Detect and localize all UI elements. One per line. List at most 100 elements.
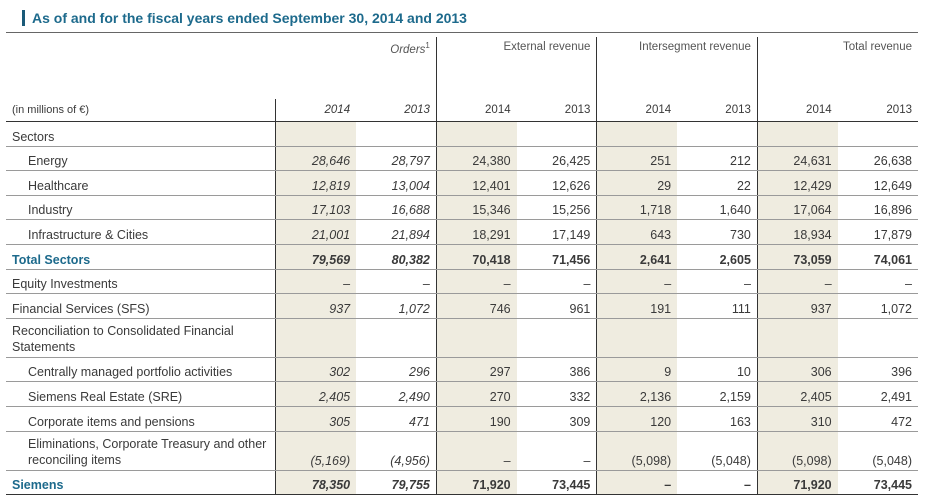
cell-value: 2,136 bbox=[596, 381, 678, 407]
cell-value: 80,382 bbox=[356, 244, 437, 270]
cell-value: 74,061 bbox=[837, 244, 918, 270]
cell-value: 17,879 bbox=[837, 219, 918, 245]
cell-value: 2,490 bbox=[356, 381, 437, 407]
cell-value: 730 bbox=[677, 219, 758, 245]
cell-value: 310 bbox=[756, 406, 838, 432]
cell-value: 270 bbox=[435, 381, 517, 407]
table-row: Eliminations, Corporate Treasury and oth… bbox=[6, 431, 918, 471]
table-row: Siemens 78,350 79,755 71,920 73,445– –71,920 7… bbox=[6, 470, 918, 495]
cell-value: 12,401 bbox=[435, 170, 517, 196]
cell-value: (5,098) bbox=[756, 431, 838, 471]
cell-value: 2,159 bbox=[677, 381, 758, 407]
cell-value bbox=[516, 318, 597, 358]
cell-value: 309 bbox=[516, 406, 597, 432]
cell-value: 12,649 bbox=[837, 170, 918, 196]
cell-value: (4,956) bbox=[356, 431, 437, 471]
cell-value: 296 bbox=[356, 357, 437, 383]
cell-value: 396 bbox=[837, 357, 918, 383]
cell-value bbox=[435, 121, 517, 147]
year-header: 2014 bbox=[275, 99, 357, 122]
cell-value: 10 bbox=[677, 357, 758, 383]
year-header: 2013 bbox=[677, 99, 758, 122]
cell-value: 12,819 bbox=[275, 170, 357, 196]
cell-value bbox=[837, 318, 918, 358]
table-row: Total Sectors 79,569 80,382 70,418 71,456 2,6… bbox=[6, 244, 918, 270]
unit-label: (in millions of €) bbox=[6, 99, 276, 122]
row-label: Corporate items and pensions bbox=[6, 406, 276, 432]
cell-value: 12,429 bbox=[756, 170, 838, 196]
cell-value: – bbox=[435, 269, 517, 295]
year-header: 2013 bbox=[837, 99, 918, 122]
cell-value: 297 bbox=[435, 357, 517, 383]
year-header: 2014 bbox=[596, 99, 678, 122]
cell-value: 71,920 bbox=[756, 470, 838, 495]
cell-value: – bbox=[677, 269, 758, 295]
cell-value: 111 bbox=[677, 293, 758, 319]
table-row: Reconciliation to Consolidated Financial… bbox=[6, 318, 918, 358]
top-rule bbox=[6, 32, 918, 33]
cell-value: 73,445 bbox=[516, 470, 597, 495]
cell-value: 29 bbox=[596, 170, 678, 196]
cell-value: 9 bbox=[596, 357, 678, 383]
table-row: Corporate items and pensions 305 471 190 309… bbox=[6, 406, 918, 432]
cell-value: – bbox=[435, 431, 517, 471]
cell-value: 1,072 bbox=[837, 293, 918, 319]
cell-value: 937 bbox=[275, 293, 357, 319]
cell-value: 2,491 bbox=[837, 381, 918, 407]
cell-value: 471 bbox=[356, 406, 437, 432]
cell-value bbox=[516, 121, 597, 147]
year-header: 2013 bbox=[356, 99, 437, 122]
row-label: Infrastructure & Cities bbox=[6, 219, 276, 245]
cell-value: 643 bbox=[596, 219, 678, 245]
cell-value: 73,445 bbox=[837, 470, 918, 495]
table-row: Siemens Real Estate (SRE) 2,405 2,490 270 33… bbox=[6, 381, 918, 407]
cell-value: 2,605 bbox=[677, 244, 758, 270]
cell-value: 21,001 bbox=[275, 219, 357, 245]
cell-value: 70,418 bbox=[435, 244, 517, 270]
group-total-revenue: Total revenue bbox=[842, 41, 912, 53]
row-label: Energy bbox=[6, 146, 276, 172]
cell-value: 2,405 bbox=[756, 381, 838, 407]
cell-value: 12,626 bbox=[516, 170, 597, 196]
cell-value bbox=[756, 318, 838, 358]
cell-value bbox=[756, 121, 838, 147]
cell-value: 306 bbox=[756, 357, 838, 383]
cell-value bbox=[596, 318, 678, 358]
cell-value: – bbox=[756, 269, 838, 295]
cell-value bbox=[275, 121, 357, 147]
cell-value bbox=[356, 318, 437, 358]
cell-value: 17,064 bbox=[756, 195, 838, 221]
cell-value: 71,920 bbox=[435, 470, 517, 495]
year-header: 2013 bbox=[516, 99, 597, 122]
cell-value: – bbox=[356, 269, 437, 295]
cell-value: 2,641 bbox=[596, 244, 678, 270]
row-label: Siemens Real Estate (SRE) bbox=[6, 381, 276, 407]
cell-value: 120 bbox=[596, 406, 678, 432]
cell-value: 26,638 bbox=[837, 146, 918, 172]
cell-value: – bbox=[837, 269, 918, 295]
year-header-row: (in millions of €) 2014 2013 2014 2013 2… bbox=[6, 99, 918, 122]
table-row: Industry 17,103 16,688 15,346 15,256 1,718 1,6… bbox=[6, 195, 918, 221]
cell-value: 13,004 bbox=[356, 170, 437, 196]
cell-value: 332 bbox=[516, 381, 597, 407]
group-external-revenue: External revenue bbox=[436, 37, 598, 99]
row-label: Siemens bbox=[6, 470, 276, 495]
cell-value: (5,098) bbox=[596, 431, 678, 471]
cell-value: 746 bbox=[435, 293, 517, 319]
cell-value: (5,048) bbox=[837, 431, 918, 471]
cell-value bbox=[356, 121, 437, 147]
cell-value: 15,346 bbox=[435, 195, 517, 221]
cell-value: 24,380 bbox=[435, 146, 517, 172]
title-accent-bar bbox=[22, 10, 25, 26]
cell-value bbox=[435, 318, 517, 358]
row-label: Centrally managed portfolio activities bbox=[6, 357, 276, 383]
cell-value: (5,169) bbox=[275, 431, 357, 471]
row-label: Sectors bbox=[6, 121, 276, 147]
table-title: As of and for the fiscal years ended Sep… bbox=[32, 10, 467, 26]
cell-value: 212 bbox=[677, 146, 758, 172]
row-label: Eliminations, Corporate Treasury and oth… bbox=[6, 431, 276, 471]
cell-value: 15,256 bbox=[516, 195, 597, 221]
row-label: Financial Services (SFS) bbox=[6, 293, 276, 319]
cell-value: 163 bbox=[677, 406, 758, 432]
table-row: Centrally managed portfolio activities 30… bbox=[6, 357, 918, 383]
